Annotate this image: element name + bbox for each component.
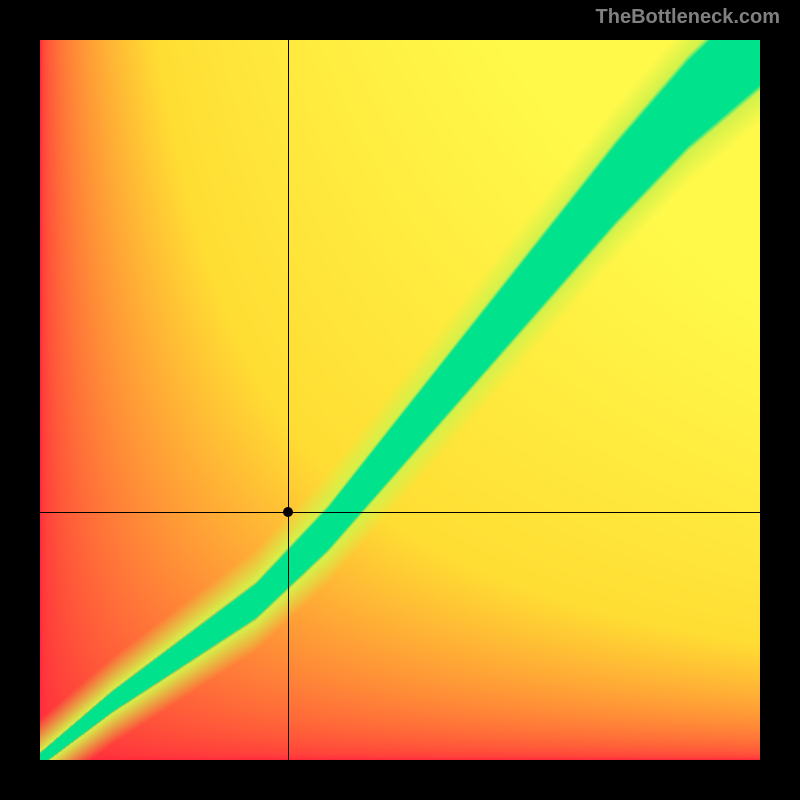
crosshair-horizontal: [40, 512, 760, 513]
attribution-text: TheBottleneck.com: [596, 6, 780, 29]
marker-dot: [283, 507, 293, 517]
crosshair-vertical: [288, 40, 289, 760]
heatmap-plot-area: [40, 40, 760, 760]
heatmap-canvas: [40, 40, 760, 760]
